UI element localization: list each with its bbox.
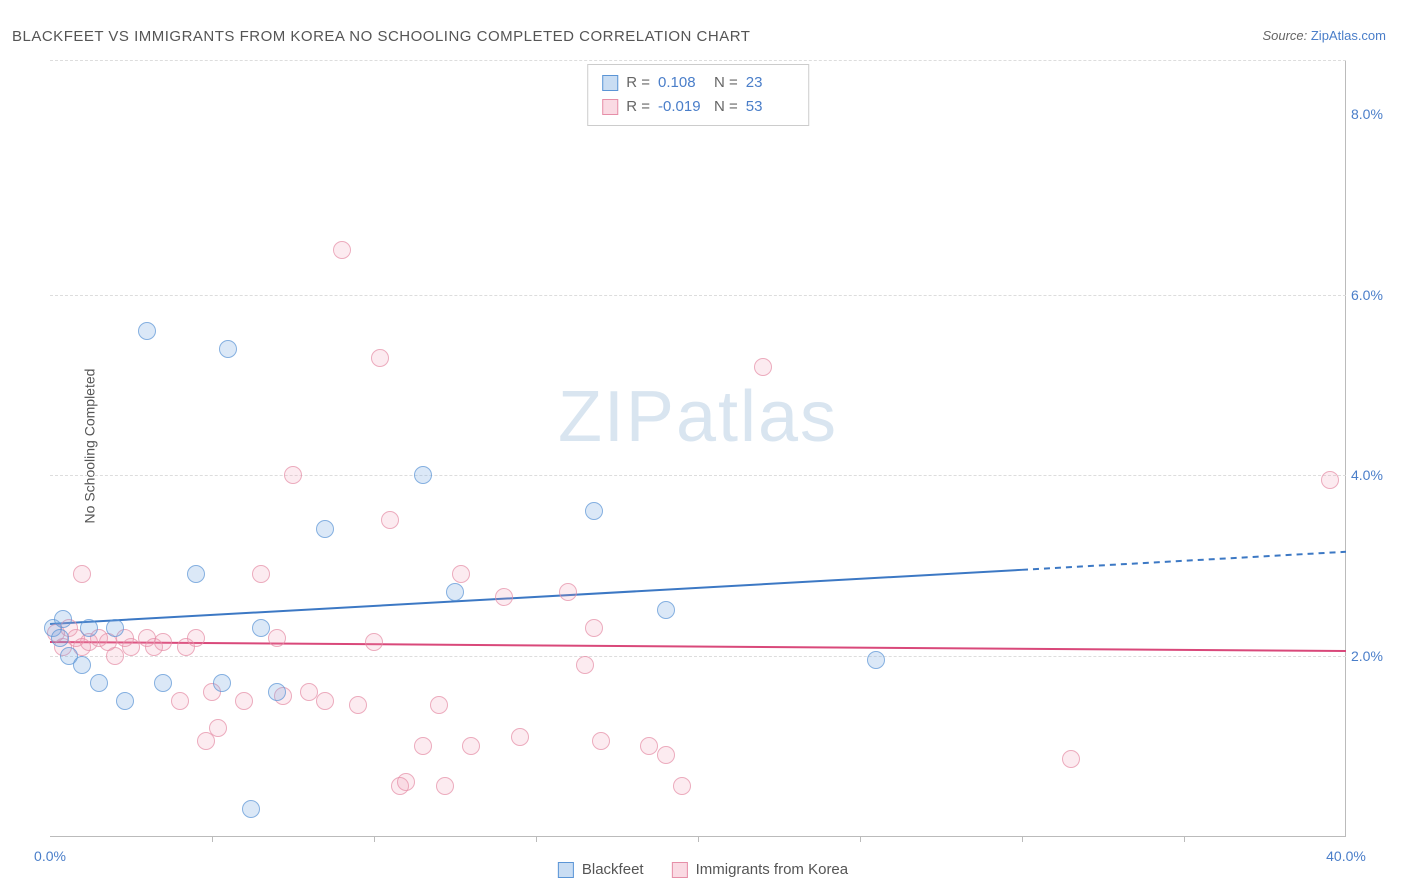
watermark: ZIPatlas (558, 376, 838, 458)
data-point (446, 583, 464, 601)
data-point (316, 692, 334, 710)
plot-area: ZIPatlas R = 0.108 N = 23 R = -0.019 N =… (50, 60, 1346, 837)
blackfeet-n: 23 (746, 71, 794, 95)
data-point (511, 728, 529, 746)
trendlines (50, 60, 1346, 836)
data-point (106, 619, 124, 637)
chart-title: BLACKFEET VS IMMIGRANTS FROM KOREA NO SC… (12, 28, 750, 45)
data-point (452, 565, 470, 583)
data-point (197, 732, 215, 750)
stats-row-blackfeet: R = 0.108 N = 23 (602, 71, 794, 95)
series-legend: Blackfeet Immigrants from Korea (558, 861, 848, 878)
data-point (54, 610, 72, 628)
y-tick: 8.0% (1351, 106, 1396, 122)
data-point (559, 583, 577, 601)
data-point (316, 520, 334, 538)
correlation-chart: BLACKFEET VS IMMIGRANTS FROM KOREA NO SC… (0, 0, 1406, 892)
data-point (154, 674, 172, 692)
data-point (171, 692, 189, 710)
data-point (495, 588, 513, 606)
data-point (585, 619, 603, 637)
korea-n: 53 (746, 95, 794, 119)
data-point (90, 674, 108, 692)
data-point (436, 777, 454, 795)
data-point (430, 696, 448, 714)
data-point (219, 340, 237, 358)
data-point (1321, 471, 1339, 489)
data-point (365, 633, 383, 651)
data-point (585, 502, 603, 520)
swatch-blue-icon (558, 862, 574, 878)
swatch-pink (602, 99, 618, 115)
data-point (657, 601, 675, 619)
swatch-pink-icon (672, 862, 688, 878)
data-point (333, 241, 351, 259)
data-point (80, 619, 98, 637)
data-point (640, 737, 658, 755)
data-point (414, 737, 432, 755)
data-point (576, 656, 594, 674)
data-point (242, 800, 260, 818)
data-point (252, 619, 270, 637)
data-point (673, 777, 691, 795)
y-tick: 6.0% (1351, 287, 1396, 303)
data-point (414, 466, 432, 484)
stats-legend-box: R = 0.108 N = 23 R = -0.019 N = 53 (587, 64, 809, 126)
legend-korea: Immigrants from Korea (672, 861, 849, 878)
data-point (371, 349, 389, 367)
data-point (73, 656, 91, 674)
data-point (657, 746, 675, 764)
korea-r: -0.019 (658, 95, 706, 119)
data-point (252, 565, 270, 583)
blackfeet-r: 0.108 (658, 71, 706, 95)
legend-blackfeet: Blackfeet (558, 861, 644, 878)
x-tick: 0.0% (34, 848, 66, 864)
data-point (462, 737, 480, 755)
data-point (51, 629, 69, 647)
data-point (1062, 750, 1080, 768)
data-point (235, 692, 253, 710)
data-point (397, 773, 415, 791)
data-point (106, 647, 124, 665)
data-point (381, 511, 399, 529)
data-point (867, 651, 885, 669)
data-point (73, 565, 91, 583)
source-link[interactable]: ZipAtlas.com (1311, 28, 1386, 43)
stats-row-korea: R = -0.019 N = 53 (602, 95, 794, 119)
data-point (268, 629, 286, 647)
data-point (209, 719, 227, 737)
data-point (116, 692, 134, 710)
data-point (284, 466, 302, 484)
data-point (754, 358, 772, 376)
x-tick: 40.0% (1326, 848, 1366, 864)
data-point (300, 683, 318, 701)
data-point (187, 629, 205, 647)
data-point (349, 696, 367, 714)
y-tick: 2.0% (1351, 648, 1396, 664)
data-point (592, 732, 610, 750)
data-point (213, 674, 231, 692)
swatch-blue (602, 75, 618, 91)
data-point (187, 565, 205, 583)
source-credit: Source: ZipAtlas.com (1262, 28, 1386, 43)
data-point (268, 683, 286, 701)
plot-right-border (1345, 60, 1346, 836)
y-tick: 4.0% (1351, 467, 1396, 483)
data-point (138, 322, 156, 340)
data-point (154, 633, 172, 651)
data-point (122, 638, 140, 656)
